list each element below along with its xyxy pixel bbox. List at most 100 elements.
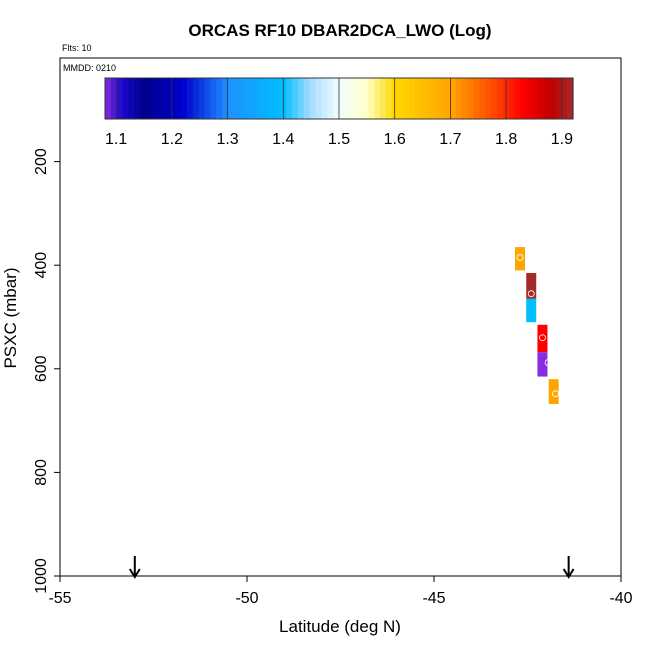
colorbar-strip	[368, 78, 375, 119]
colorbar-strip	[479, 78, 486, 119]
colorbar-strip	[508, 78, 516, 119]
data-point-marker	[552, 390, 559, 398]
data-point-marker	[527, 290, 535, 298]
flights-label: Flts: 10	[62, 43, 92, 53]
colorbar-strip	[227, 78, 235, 119]
colorbar-strip	[379, 78, 387, 119]
colorbar-strip	[467, 78, 475, 119]
chart-title: ORCAS RF10 DBAR2DCA_LWO (Log)	[188, 21, 491, 40]
colorbar-strip	[561, 78, 568, 119]
data-cells	[515, 247, 559, 405]
colorbar-strip	[537, 78, 545, 119]
colorbar-strip	[105, 78, 112, 119]
colorbar-strip	[473, 78, 480, 119]
y-tick-label: 200	[33, 148, 50, 175]
colorbar-strip	[262, 78, 270, 119]
colorbar-strip	[198, 78, 206, 119]
colorbar-strip	[181, 78, 188, 119]
x-tick-label: -45	[422, 590, 445, 607]
colorbar-strip	[186, 78, 194, 119]
data-cell	[515, 247, 526, 271]
colorbar-strip	[333, 78, 340, 119]
colorbar-strip	[356, 78, 363, 119]
plot-area	[59, 57, 622, 577]
colorbar-strip	[251, 78, 258, 119]
colorbar-strip	[526, 78, 533, 119]
colorbar-strip	[420, 78, 428, 119]
colorbar-strip	[514, 78, 521, 119]
colorbar-tick-label: 1.9	[551, 131, 573, 148]
colorbar-strip	[426, 78, 434, 119]
colorbar-strip	[157, 78, 165, 119]
colorbar-tick-label: 1.5	[328, 131, 350, 148]
colorbar-strip	[409, 78, 416, 119]
colorbar-strip	[520, 78, 527, 119]
colorbar-strip	[444, 78, 451, 119]
colorbar-tick-label: 1.3	[216, 131, 238, 148]
colorbar-strip	[555, 78, 562, 119]
y-axis: 200 400 600 800 1000	[33, 148, 60, 594]
y-tick-label: 1000	[33, 558, 50, 594]
colorbar-strip	[298, 78, 305, 119]
data-cell	[526, 272, 537, 299]
colorbar-strip	[257, 78, 264, 119]
flight-arrows	[128, 556, 575, 579]
y-tick-label: 600	[33, 355, 50, 382]
x-tick-label: -55	[48, 590, 71, 607]
colorbar-strip	[543, 78, 551, 119]
colorbar-tick-label: 1.8	[495, 131, 517, 148]
data-point-marker	[539, 334, 546, 342]
data-cell	[526, 298, 537, 323]
colorbar-strip	[485, 78, 492, 119]
colorbar-strip	[450, 78, 457, 119]
x-axis-label: Latitude (deg N)	[279, 617, 401, 636]
colorbar-strip	[110, 78, 118, 119]
colorbar-strip	[151, 78, 159, 119]
y-axis-label: PSXC (mbar)	[1, 267, 20, 368]
colorbar-tick-label: 1.6	[384, 131, 406, 148]
colorbar-strip	[116, 78, 124, 119]
colorbar-strip	[145, 78, 153, 119]
colorbar-strip	[274, 78, 282, 119]
colorbar: 1.1 1.2 1.3 1.4 1.5 1.6 1.7 1.8 1.9	[104, 77, 574, 148]
colorbar-strip	[327, 78, 334, 119]
colorbar-strip	[567, 78, 574, 119]
colorbar-strip	[403, 78, 410, 119]
colorbar-strip	[385, 78, 393, 119]
flight-arrow	[562, 556, 575, 579]
x-tick-label: -50	[235, 590, 258, 607]
colorbar-strip	[350, 78, 358, 119]
colorbar-strip	[309, 78, 317, 119]
colorbar-strip	[222, 78, 229, 119]
colorbar-strip	[532, 78, 539, 119]
colorbar-strip	[268, 78, 276, 119]
colorbar-strip	[315, 78, 323, 119]
colorbar-strip	[456, 78, 463, 119]
colorbar-strip	[491, 78, 498, 119]
colorbar-strip	[303, 78, 311, 119]
colorbar-strip	[362, 78, 369, 119]
colorbar-strip	[549, 78, 557, 119]
colorbar-strip	[339, 78, 346, 119]
colorbar-strip	[344, 78, 352, 119]
colorbar-strip	[292, 78, 299, 119]
y-tick-label: 400	[33, 252, 50, 279]
plot-border	[59, 57, 622, 577]
colorbar-strip	[122, 78, 129, 119]
colorbar-strip	[128, 78, 135, 119]
colorbar-tick-label: 1.1	[105, 131, 127, 148]
x-axis: -55 -50 -45 -40	[48, 576, 633, 607]
colorbar-strip	[192, 78, 200, 119]
colorbar-strip	[204, 78, 211, 119]
colorbar-strip	[175, 78, 182, 119]
colorbar-strip	[134, 78, 141, 119]
colorbar-strip	[239, 78, 246, 119]
colorbar-strip	[245, 78, 252, 119]
colorbar-strip	[432, 78, 440, 119]
data-point-marker	[516, 254, 524, 261]
colorbar-strip	[286, 78, 293, 119]
colorbar-strip	[397, 78, 404, 119]
colorbar-tick-label: 1.7	[439, 131, 461, 148]
colorbar-strip	[496, 78, 504, 119]
